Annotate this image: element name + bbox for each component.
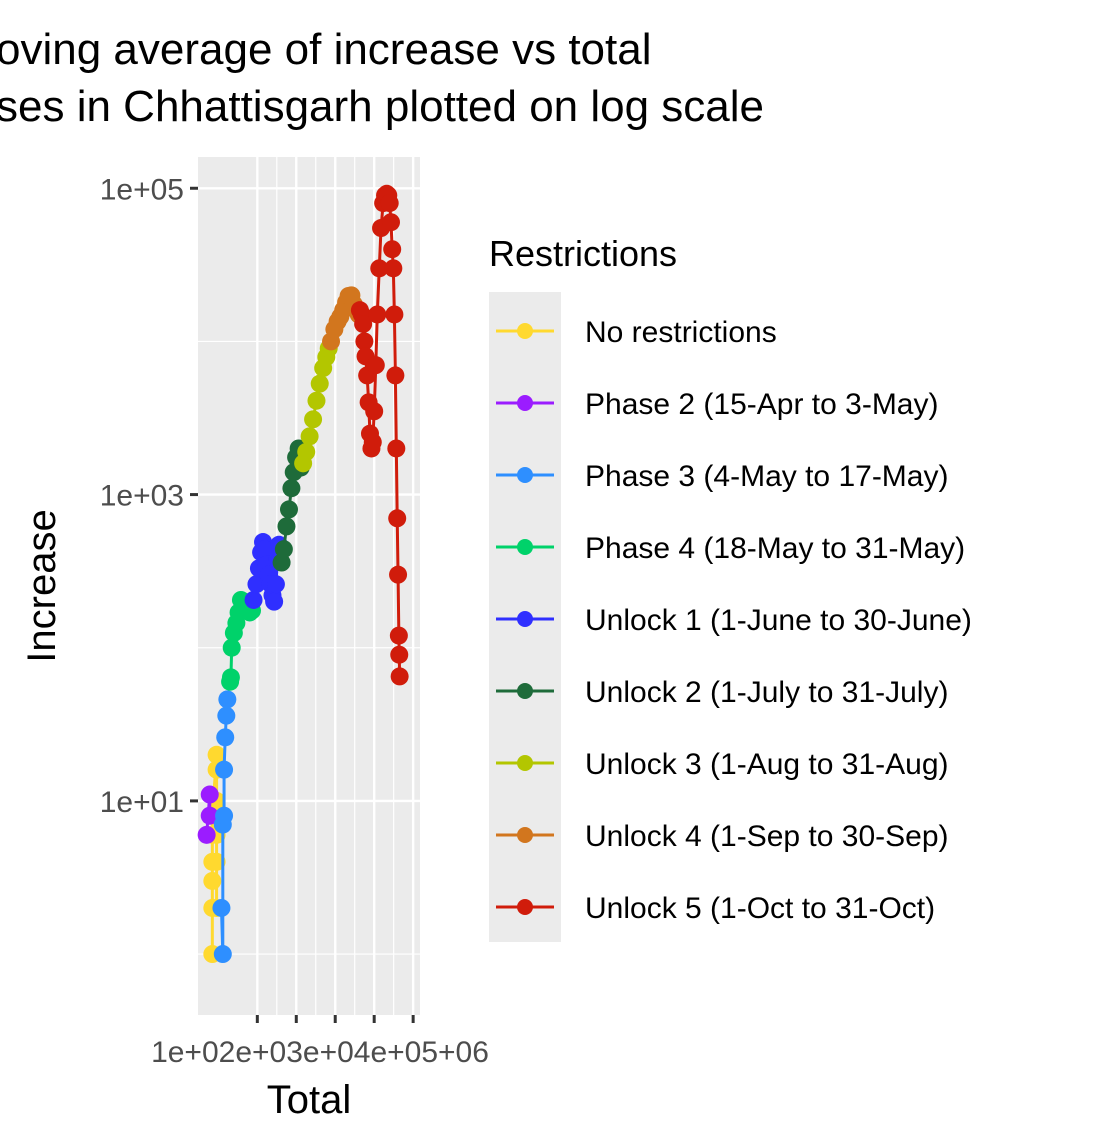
data-point: [274, 540, 293, 559]
data-point: [389, 565, 408, 584]
legend-item: Unlock 4 (1-Sep to 30-Sep): [496, 820, 949, 853]
legend-key-point: [517, 467, 533, 483]
data-point: [355, 332, 374, 351]
series-group: [212, 690, 237, 964]
data-point: [200, 785, 219, 804]
data-point: [388, 509, 407, 528]
data-point: [207, 745, 226, 764]
data-point: [383, 240, 402, 259]
data-point: [221, 668, 240, 687]
legend-item-label: Unlock 2 (1-July to 31-July): [585, 676, 948, 709]
data-point: [380, 194, 399, 213]
data-point: [365, 402, 384, 421]
data-point: [207, 852, 226, 871]
y-tick-label: 1e+03: [100, 480, 184, 513]
legend-key-point: [517, 683, 533, 699]
data-point: [215, 806, 234, 825]
data-point: [300, 427, 319, 446]
legend-key-point: [517, 539, 533, 555]
legend-item-label: Phase 2 (15-Apr to 3-May): [585, 388, 938, 421]
legend-item: Unlock 1 (1-June to 30-June): [496, 604, 972, 637]
legend-key-point: [517, 395, 533, 411]
legend-item: Phase 2 (15-Apr to 3-May): [496, 388, 938, 421]
data-point: [272, 553, 291, 572]
data-point: [386, 366, 405, 385]
y-tick-label: 1e+01: [100, 786, 184, 819]
x-tick-labels-overlapping: 1e+02e+03e+04e+05+06: [151, 1036, 489, 1069]
data-point: [282, 479, 301, 498]
legend-item-label: Phase 4 (18-May to 31-May): [585, 532, 965, 565]
legend-item-label: Unlock 3 (1-Aug to 31-Aug): [585, 748, 949, 781]
axes: 1e+01 1e+03 1e+05 1e+02e+03e+04e+05+06: [100, 173, 489, 1069]
data-point: [384, 259, 403, 278]
data-point: [213, 945, 232, 964]
legend-key-point: [517, 611, 533, 627]
legend-item-label: Unlock 4 (1-Sep to 30-Sep): [585, 820, 949, 853]
legend-item: Unlock 5 (1-Oct to 31-Oct): [496, 892, 935, 925]
series-group: [294, 339, 338, 473]
data-point: [212, 898, 231, 917]
legend: Restrictions No restrictions Phase 2 (15-…: [489, 233, 972, 942]
data-point: [381, 213, 400, 232]
legend-item: Phase 4 (18-May to 31-May): [496, 532, 965, 565]
data-point: [266, 575, 285, 594]
legend-key-point: [517, 827, 533, 843]
data-point: [215, 760, 234, 779]
data-point: [363, 433, 382, 452]
legend-title: Restrictions: [489, 233, 677, 274]
legend-item: Phase 3 (4-May to 17-May): [496, 460, 948, 493]
data-point: [265, 592, 284, 611]
data-point: [310, 374, 329, 393]
data-point: [197, 825, 216, 844]
data-point: [222, 638, 241, 657]
data-point: [200, 806, 219, 825]
data-point: [244, 590, 263, 609]
chart-title-line1: oving average of increase vs total: [0, 25, 652, 74]
data-point: [279, 500, 298, 519]
data-series: [197, 184, 409, 964]
data-point: [304, 410, 323, 429]
data-point: [387, 439, 406, 458]
legend-items: No restrictions Phase 2 (15-Apr to 3-May)…: [496, 316, 972, 925]
legend-item: Unlock 3 (1-Aug to 31-Aug): [496, 748, 949, 781]
legend-item-label: No restrictions: [585, 316, 777, 349]
data-point: [247, 575, 266, 594]
data-point: [216, 728, 235, 747]
data-point: [389, 626, 408, 645]
data-point: [354, 314, 373, 333]
legend-key-point: [517, 755, 533, 771]
plot-panel: [198, 157, 420, 1015]
data-point: [218, 690, 237, 709]
data-point: [307, 391, 326, 410]
legend-item-label: Unlock 5 (1-Oct to 31-Oct): [585, 892, 935, 925]
series-group: [350, 184, 409, 686]
data-point: [255, 540, 274, 559]
legend-key-point: [517, 323, 533, 339]
y-tick-label: 1e+05: [100, 173, 184, 206]
legend-item-label: Unlock 1 (1-June to 30-June): [585, 604, 972, 637]
data-point: [368, 305, 387, 324]
data-point: [390, 667, 409, 686]
data-point: [370, 259, 389, 278]
data-point: [277, 517, 296, 536]
legend-item: No restrictions: [496, 316, 777, 349]
data-point: [390, 645, 409, 664]
y-axis-label: Increase: [20, 509, 64, 662]
series-group: [197, 785, 219, 844]
legend-item: Unlock 2 (1-July to 31-July): [496, 676, 948, 709]
data-point: [297, 442, 316, 461]
data-point: [217, 706, 236, 725]
data-point: [385, 305, 404, 324]
legend-item-label: Phase 3 (4-May to 17-May): [585, 460, 948, 493]
legend-key-point: [517, 899, 533, 915]
chart-title-line2: ses in Chhattisgarh plotted on log scale: [0, 82, 764, 131]
x-axis-label: Total: [267, 1078, 352, 1122]
data-point: [203, 871, 222, 890]
data-point: [366, 356, 385, 375]
